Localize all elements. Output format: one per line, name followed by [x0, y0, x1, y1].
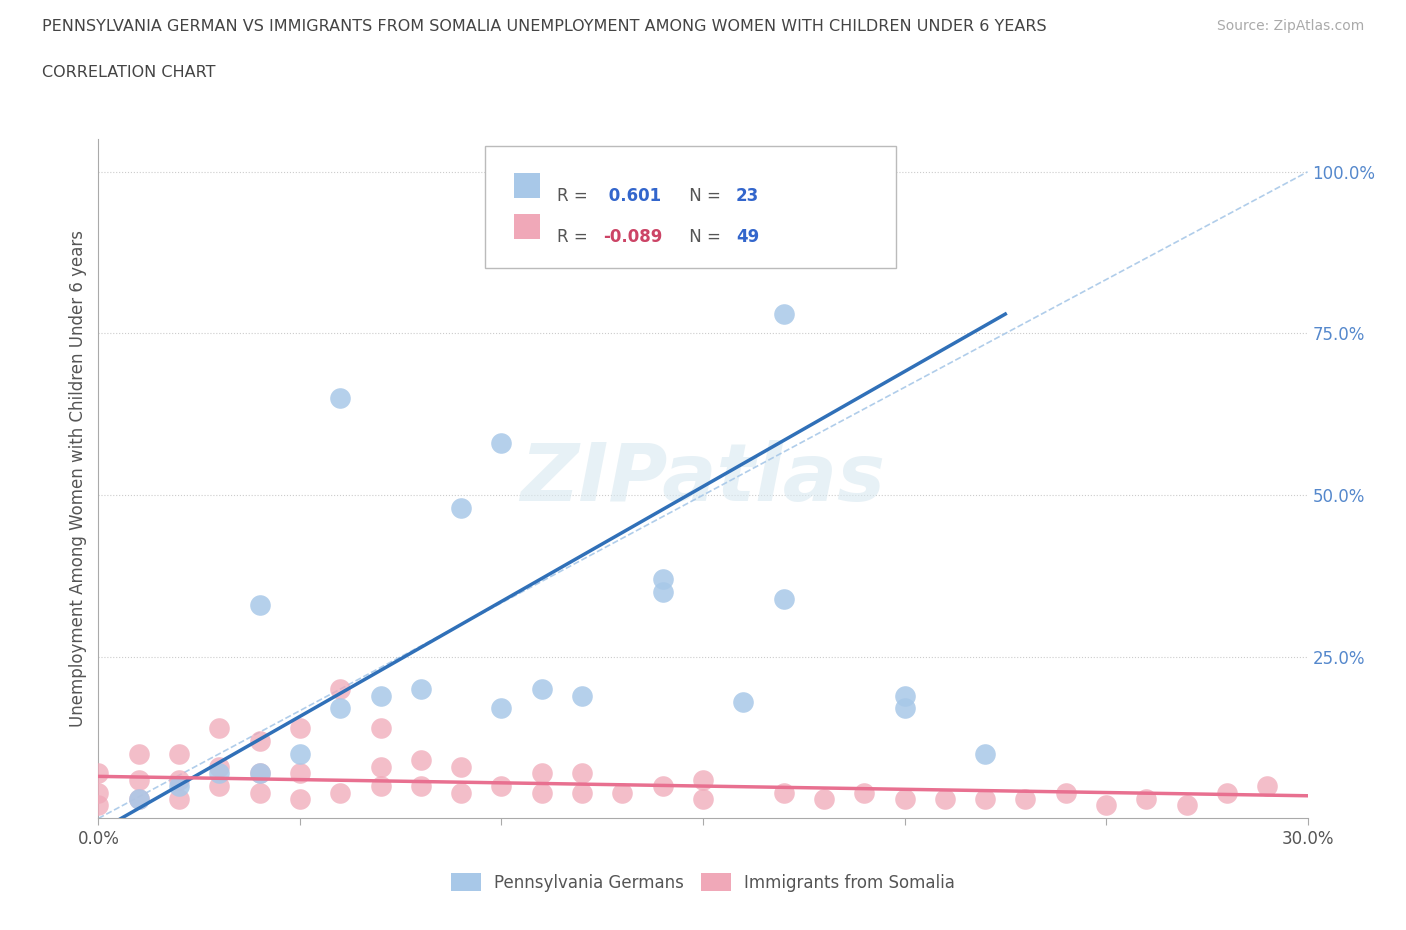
- Point: [813, 791, 835, 806]
- Y-axis label: Unemployment Among Women with Children Under 6 years: Unemployment Among Women with Children U…: [69, 231, 87, 727]
- Point: [571, 688, 593, 703]
- Point: [491, 436, 513, 451]
- Point: [893, 688, 915, 703]
- Point: [450, 785, 472, 800]
- Point: [612, 785, 634, 800]
- Text: 0.601: 0.601: [603, 187, 661, 205]
- Point: [128, 791, 150, 806]
- Text: R =: R =: [557, 187, 593, 205]
- Point: [450, 759, 472, 774]
- Point: [571, 785, 593, 800]
- FancyBboxPatch shape: [485, 146, 897, 269]
- Text: N =: N =: [683, 187, 725, 205]
- Point: [692, 772, 714, 787]
- Point: [409, 752, 432, 767]
- Point: [853, 785, 876, 800]
- Point: [329, 785, 352, 800]
- Point: [370, 721, 392, 736]
- Point: [651, 585, 673, 600]
- Point: [651, 572, 673, 587]
- Point: [571, 765, 593, 780]
- Point: [249, 785, 271, 800]
- Point: [530, 785, 553, 800]
- Point: [288, 791, 311, 806]
- FancyBboxPatch shape: [515, 214, 540, 239]
- Point: [530, 765, 553, 780]
- Point: [370, 759, 392, 774]
- Point: [167, 791, 190, 806]
- Text: Source: ZipAtlas.com: Source: ZipAtlas.com: [1216, 19, 1364, 33]
- Point: [1095, 798, 1118, 813]
- Point: [692, 791, 714, 806]
- Point: [1216, 785, 1239, 800]
- Point: [128, 791, 150, 806]
- Point: [249, 598, 271, 613]
- Point: [87, 798, 110, 813]
- Point: [288, 746, 311, 761]
- Point: [167, 778, 190, 793]
- Point: [208, 778, 231, 793]
- Legend: Pennsylvania Germans, Immigrants from Somalia: Pennsylvania Germans, Immigrants from So…: [444, 867, 962, 898]
- Point: [249, 734, 271, 749]
- Text: 49: 49: [735, 228, 759, 246]
- Point: [893, 701, 915, 716]
- Point: [530, 682, 553, 697]
- Point: [128, 746, 150, 761]
- Text: CORRELATION CHART: CORRELATION CHART: [42, 65, 215, 80]
- Point: [1256, 778, 1278, 793]
- Point: [409, 682, 432, 697]
- Point: [651, 778, 673, 793]
- Point: [1135, 791, 1157, 806]
- Point: [1175, 798, 1198, 813]
- Point: [733, 695, 755, 710]
- Point: [249, 765, 271, 780]
- Point: [288, 721, 311, 736]
- Text: R =: R =: [557, 228, 593, 246]
- Point: [974, 746, 997, 761]
- Point: [974, 791, 997, 806]
- Point: [208, 759, 231, 774]
- Point: [772, 591, 794, 606]
- Text: 23: 23: [735, 187, 759, 205]
- Point: [288, 765, 311, 780]
- FancyBboxPatch shape: [515, 173, 540, 198]
- Point: [249, 765, 271, 780]
- Point: [208, 721, 231, 736]
- Point: [772, 785, 794, 800]
- Point: [167, 746, 190, 761]
- Point: [87, 765, 110, 780]
- Point: [167, 772, 190, 787]
- Text: -0.089: -0.089: [603, 228, 662, 246]
- Point: [409, 778, 432, 793]
- Point: [1054, 785, 1077, 800]
- Point: [87, 785, 110, 800]
- Point: [208, 765, 231, 780]
- Point: [370, 688, 392, 703]
- Point: [329, 682, 352, 697]
- Text: PENNSYLVANIA GERMAN VS IMMIGRANTS FROM SOMALIA UNEMPLOYMENT AMONG WOMEN WITH CHI: PENNSYLVANIA GERMAN VS IMMIGRANTS FROM S…: [42, 19, 1047, 33]
- Point: [450, 500, 472, 515]
- Point: [1014, 791, 1036, 806]
- Point: [370, 778, 392, 793]
- Point: [893, 791, 915, 806]
- Text: N =: N =: [683, 228, 725, 246]
- Point: [934, 791, 956, 806]
- Point: [329, 701, 352, 716]
- Text: ZIPatlas: ZIPatlas: [520, 440, 886, 518]
- Point: [128, 772, 150, 787]
- Point: [329, 391, 352, 405]
- Point: [491, 778, 513, 793]
- Point: [772, 307, 794, 322]
- Point: [491, 701, 513, 716]
